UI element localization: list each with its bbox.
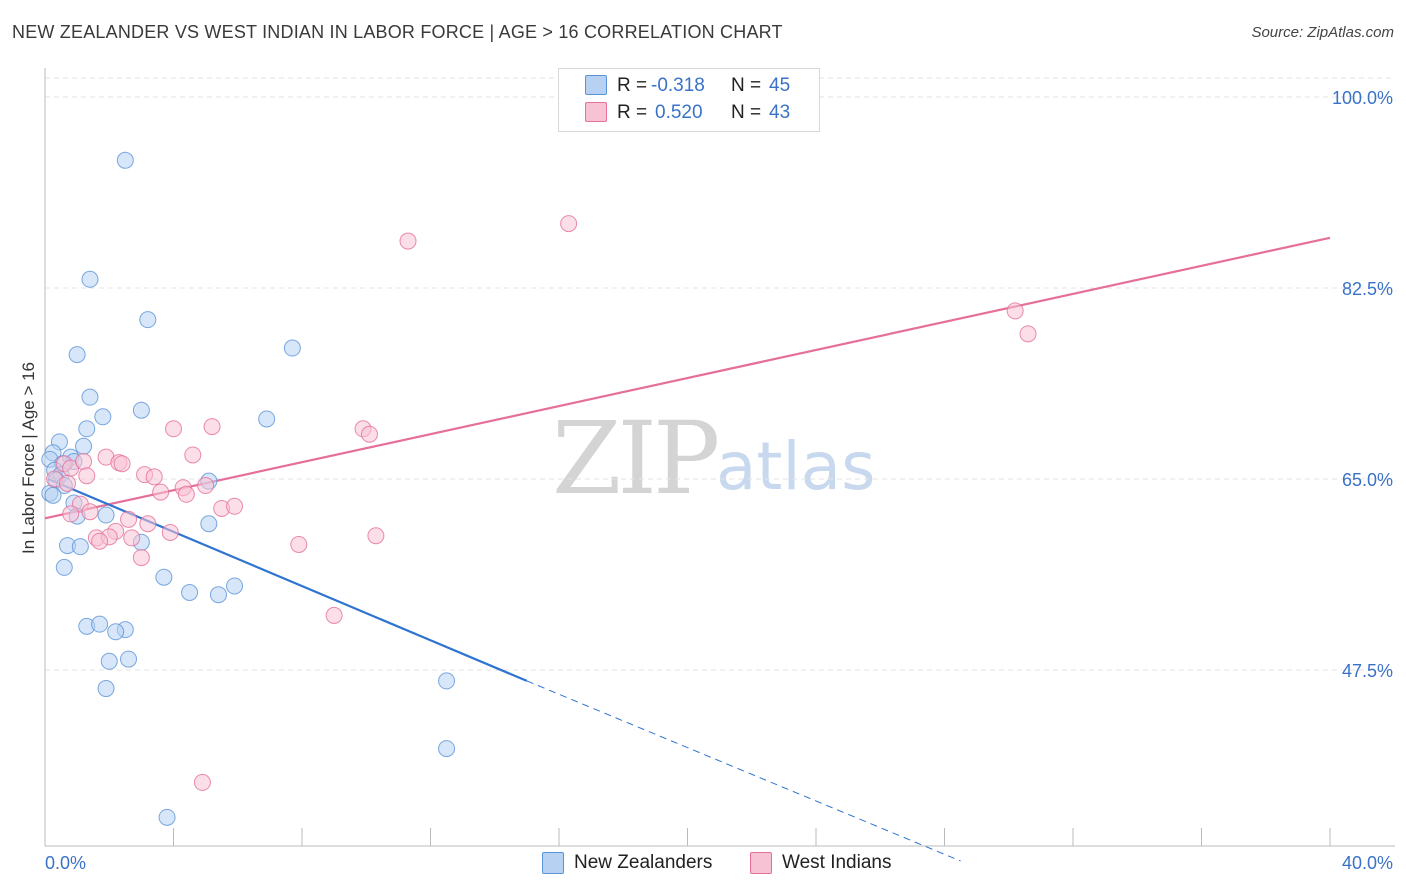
new-zealander-point: [107, 623, 125, 641]
west-indian-point: [152, 483, 170, 501]
new-zealander-point: [94, 408, 112, 426]
bottom-legend-west-indians[interactable]: West Indians: [750, 852, 920, 876]
new-zealander-point: [155, 568, 173, 586]
new-zealander-point: [116, 151, 134, 169]
new-zealanders-trend-extension: [526, 680, 961, 862]
west-indian-point: [1006, 302, 1024, 320]
new-zealander-point: [132, 401, 150, 419]
west-indian-point: [184, 446, 202, 464]
new-zealander-point: [200, 515, 218, 533]
legend-row-west-indians: R = 0.520 N = 43: [559, 102, 819, 126]
new-zealander-point: [91, 615, 109, 633]
bottom-legend-new-zealanders[interactable]: New Zealanders: [542, 852, 742, 876]
new-zealanders-trend-line: [47, 477, 528, 682]
west-indian-point: [197, 477, 215, 495]
legend-r-label: R =: [617, 102, 648, 123]
new-zealander-point: [44, 486, 62, 504]
west-indian-point: [75, 453, 93, 471]
legend-label-west-indians: West Indians: [782, 852, 892, 873]
legend-n-label: N =: [731, 102, 762, 123]
west-indian-point: [399, 232, 417, 250]
west-indian-point: [123, 529, 141, 547]
y-tick-label: 100.0%: [1332, 88, 1393, 108]
west-indian-point: [113, 455, 131, 473]
new-zealander-point: [81, 388, 99, 406]
west-indian-point: [81, 503, 99, 521]
trend-lines: [44, 236, 1331, 862]
x-tick-label: 0.0%: [45, 853, 86, 873]
west-indian-point: [1019, 325, 1037, 343]
west-indian-point: [290, 535, 308, 553]
legend-n-label: N =: [731, 75, 762, 96]
new-zealander-point: [158, 808, 176, 826]
legend-label-new-zealanders: New Zealanders: [574, 852, 713, 873]
west-indian-point: [139, 515, 157, 533]
new-zealander-point: [55, 558, 73, 576]
west-indian-point: [193, 773, 211, 791]
new-zealander-point: [68, 346, 86, 364]
west-indians-trend-line: [44, 236, 1331, 520]
chart-title: NEW ZEALANDER VS WEST INDIAN IN LABOR FO…: [12, 22, 783, 42]
west-indian-point: [161, 523, 179, 541]
legend-n-value: 45: [769, 75, 791, 96]
y-tick-label: 47.5%: [1342, 661, 1393, 681]
source-label: Source: ZipAtlas.com: [1251, 24, 1394, 41]
west-indian-point: [325, 606, 343, 624]
legend-r-value: -0.318: [651, 75, 705, 96]
west-indian-point: [360, 425, 378, 443]
watermark-zip: ZIP: [552, 400, 720, 517]
west-indian-point: [132, 549, 150, 567]
new-zealander-point: [78, 420, 96, 438]
new-zealander-point: [75, 437, 93, 455]
correlation-legend: R = -0.318 N = 45 R = 0.520 N = 43: [558, 68, 820, 132]
new-zealander-point: [181, 584, 199, 602]
west-indian-point: [91, 532, 109, 550]
new-zealander-point: [97, 680, 115, 698]
west-indian-point: [177, 485, 195, 503]
new-zealander-point: [100, 652, 118, 670]
new-zealander-point: [226, 577, 244, 595]
west-indian-point: [62, 505, 80, 523]
new-zealander-point: [81, 270, 99, 288]
y-tick-label: 82.5%: [1342, 279, 1393, 299]
west-indian-point: [226, 497, 244, 515]
new-zealander-point: [283, 339, 301, 357]
west-indian-point: [120, 510, 138, 528]
y-tick-label: 65.0%: [1342, 470, 1393, 490]
blue-swatch-icon: [542, 852, 564, 874]
tick-labels: 47.5% 65.0% 82.5% 100.0% 0.0% 40.0%: [45, 88, 1393, 873]
new-zealander-point: [97, 506, 115, 524]
new-zealander-point: [139, 311, 157, 329]
legend-r-label: R =: [617, 75, 648, 96]
new-zealander-point: [71, 538, 89, 556]
legend-r-value: 0.520: [655, 102, 703, 123]
west-indian-point: [560, 215, 578, 233]
pink-swatch-icon: [585, 102, 607, 122]
new-zealander-point: [438, 672, 456, 690]
new-zealander-point: [258, 410, 276, 428]
new-zealander-point: [209, 586, 227, 604]
axes: [44, 68, 1395, 847]
west-indian-point: [58, 474, 76, 492]
x-tick-label: 40.0%: [1342, 853, 1393, 873]
blue-swatch-icon: [585, 75, 607, 95]
west-indian-point: [145, 468, 163, 486]
west-indian-point: [203, 418, 221, 436]
west-indian-point: [78, 467, 96, 485]
gridlines: [45, 77, 1395, 671]
watermark-atlas: atlas: [716, 428, 876, 505]
west-indian-point: [367, 527, 385, 545]
legend-row-new-zealanders: R = -0.318 N = 45: [559, 75, 819, 99]
new-zealander-point: [120, 650, 138, 668]
west-indian-point: [165, 420, 182, 438]
data-points: [41, 151, 1037, 826]
new-zealander-point: [438, 740, 456, 758]
legend-n-value: 43: [769, 102, 791, 123]
y-axis-label: In Labor Force | Age > 16: [19, 362, 38, 554]
pink-swatch-icon: [750, 852, 772, 874]
